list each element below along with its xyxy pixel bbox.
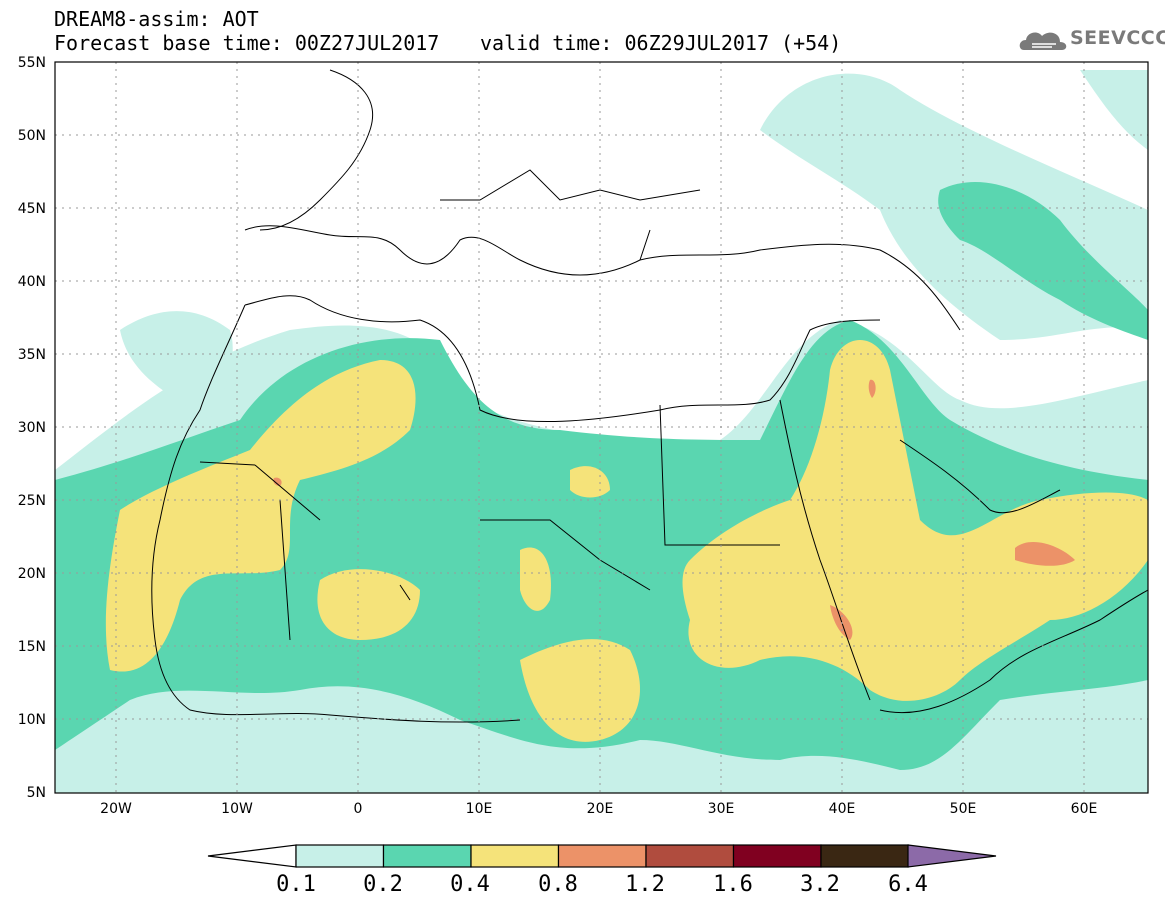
- cloud-icon: [1019, 32, 1067, 50]
- lat-label: 35N: [17, 347, 46, 363]
- colorbar-label: 0.2: [363, 872, 403, 897]
- lon-label: 10W: [221, 801, 253, 817]
- aot-band-orange: [1015, 541, 1075, 566]
- lat-label: 5N: [26, 785, 46, 801]
- lon-label: 60E: [1070, 801, 1098, 817]
- lon-label: 40E: [828, 801, 856, 817]
- colorbar-label: 0.8: [538, 872, 578, 897]
- colorbar-label: 6.4: [888, 872, 928, 897]
- lat-label: 15N: [17, 639, 46, 655]
- colorbar-label: 1.6: [713, 872, 753, 897]
- coastline: [244, 295, 881, 423]
- colorbar-label: 1.2: [625, 872, 665, 897]
- lon-label: 20W: [100, 801, 132, 817]
- lon-label: 10E: [465, 801, 493, 817]
- lon-label: 50E: [949, 801, 977, 817]
- forecast-base-time: Forecast base time: 00Z27JUL2017: [54, 31, 440, 55]
- border: [199, 229, 780, 641]
- lat-label: 20N: [17, 566, 46, 582]
- lat-label: 40N: [17, 274, 46, 290]
- lat-label: 45N: [17, 201, 46, 217]
- aot-band-yellow: [105, 360, 416, 672]
- colorbar-label: 0.4: [450, 872, 490, 897]
- lon-label: 30E: [707, 801, 735, 817]
- lat-label: 55N: [17, 55, 46, 71]
- lon-label: 0: [353, 801, 363, 817]
- lat-label: 30N: [17, 420, 46, 436]
- lon-label: 20E: [586, 801, 614, 817]
- colorbar-label: 0.1: [276, 872, 316, 897]
- valid-time: valid time: 06Z29JUL2017 (+54): [480, 31, 842, 55]
- lat-label: 10N: [17, 712, 46, 728]
- colorbar-label: 3.2: [800, 872, 840, 897]
- map-title: DREAM8-assim: AOT: [54, 7, 259, 31]
- lat-label: 50N: [17, 128, 46, 144]
- seevccc-logo: SEEVCCC: [1070, 27, 1165, 49]
- lat-label: 25N: [17, 493, 46, 509]
